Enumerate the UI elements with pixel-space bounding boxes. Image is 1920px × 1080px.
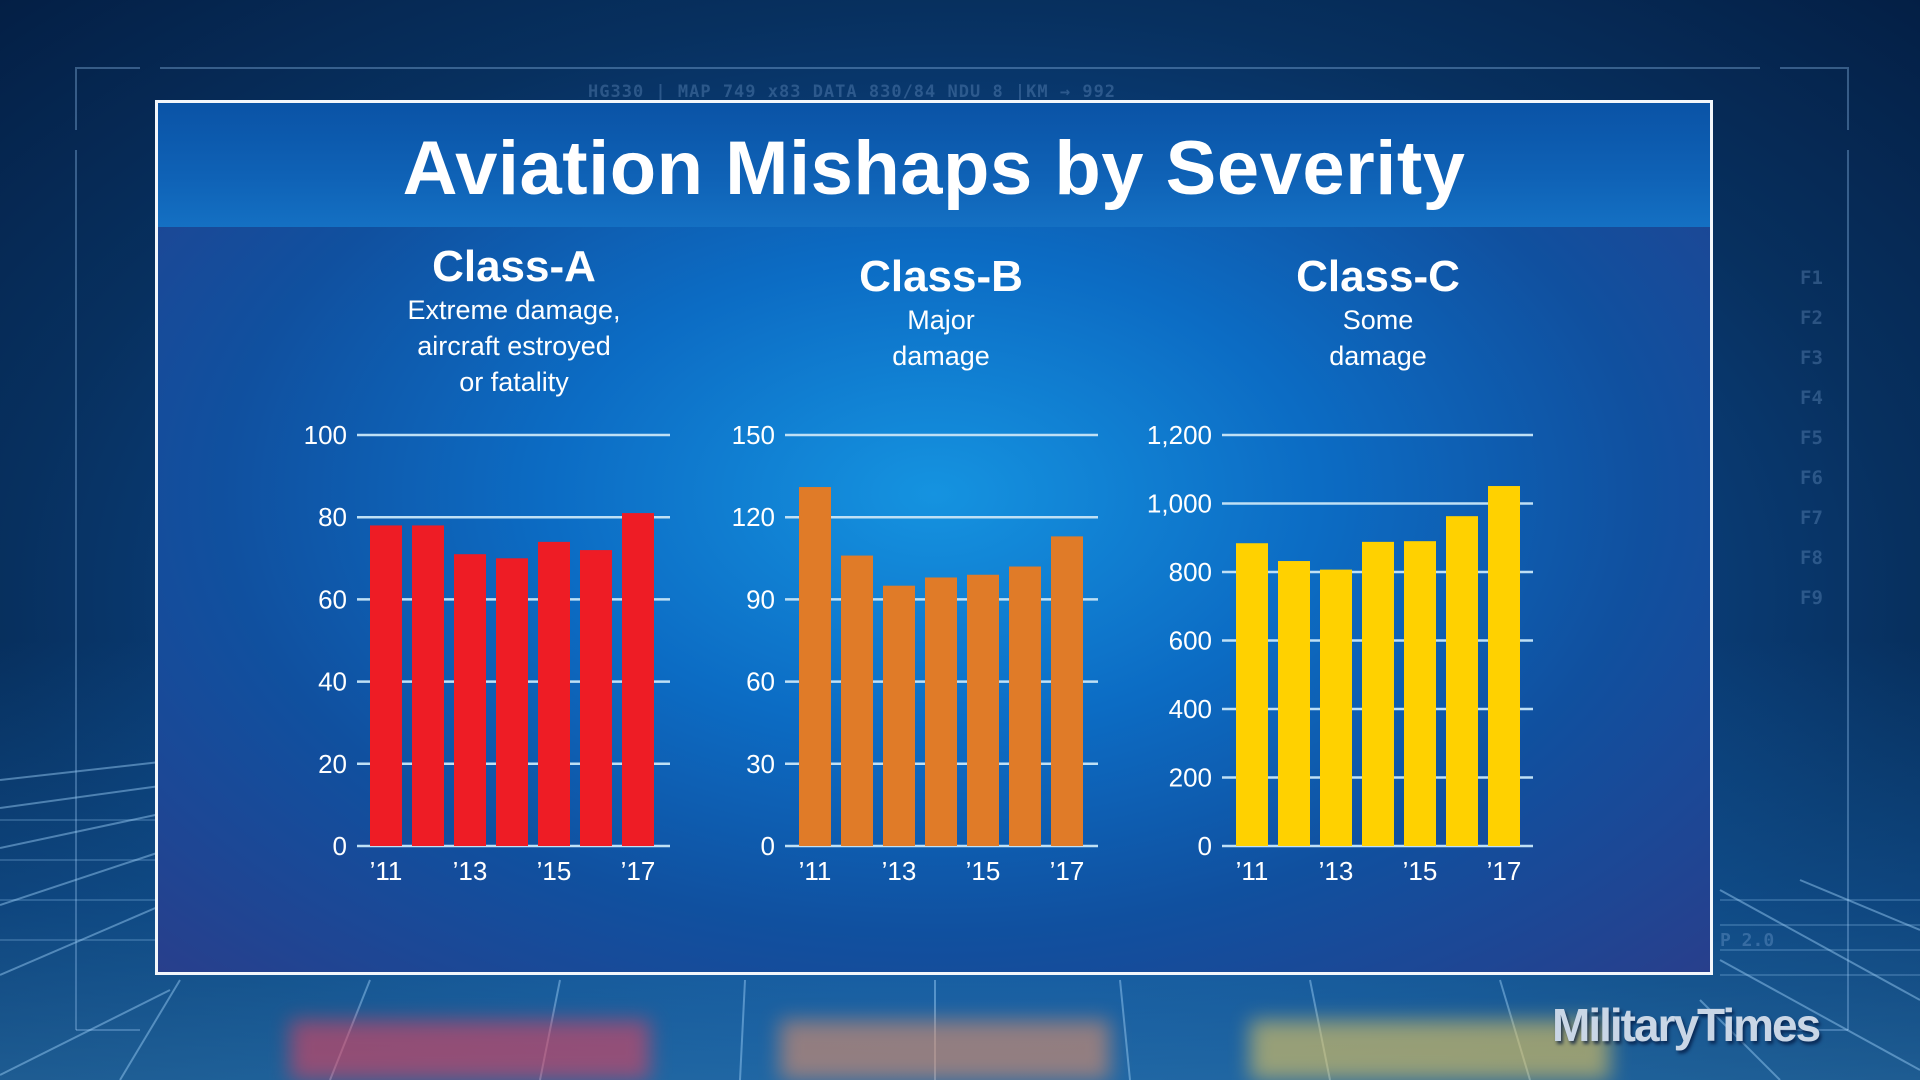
class-b-header: Class-B Major damage: [731, 252, 1151, 374]
class-c-bar: [1362, 541, 1394, 846]
class-c-subtitle-line: damage: [1329, 341, 1427, 371]
class-a-subtitle-line: Extreme damage,: [407, 295, 621, 325]
page-title: Aviation Mishaps by Severity: [402, 126, 1466, 211]
class-b-subtitle-line: damage: [892, 341, 990, 371]
class-a-bar: [496, 558, 528, 846]
class-b-x-tick-label: ’13: [882, 856, 917, 886]
class-b-x-tick-label: ’17: [1050, 856, 1085, 886]
class-c-y-tick-label: 0: [1198, 831, 1212, 861]
reflection-class-b: [780, 1020, 1110, 1080]
f-key-label: F2: [1800, 307, 1823, 329]
class-c-bar: [1278, 561, 1310, 846]
class-c-x-tick-label: ’15: [1403, 856, 1438, 886]
class-a-x-tick-label: ’15: [537, 856, 572, 886]
f-key-label: F4: [1800, 387, 1823, 409]
class-a-y-tick-label: 100: [304, 420, 347, 450]
class-a-bar: [454, 554, 486, 846]
f-key-label: F8: [1800, 547, 1823, 569]
class-a-x-tick-label: ’17: [621, 856, 656, 886]
class-a-y-tick-label: 40: [318, 667, 347, 697]
panel-header: Aviation Mishaps by Severity: [158, 103, 1710, 227]
class-b-bar: [967, 574, 999, 846]
f-key-label: F3: [1800, 347, 1823, 369]
class-c-x-tick-label: ’17: [1487, 856, 1522, 886]
class-a-title: Class-A: [432, 242, 596, 291]
class-c-x-tick-label: ’13: [1319, 856, 1354, 886]
class-c-y-tick-label: 400: [1169, 694, 1212, 724]
class-a-bar: [622, 513, 654, 846]
class-b-x-tick-label: ’11: [799, 856, 832, 886]
class-c-header: Class-C Some damage: [1168, 252, 1588, 374]
class-a-x-tick-label: ’13: [453, 856, 488, 886]
class-a-y-tick-label: 0: [333, 831, 347, 861]
class-c-y-tick-label: 200: [1169, 763, 1212, 793]
class-b-title: Class-B: [859, 252, 1023, 301]
class-b-bar: [883, 585, 915, 846]
class-b-y-tick-label: 90: [746, 584, 775, 614]
class-a-y-tick-label: 80: [318, 502, 347, 532]
class-b-x-tick-label: ’15: [966, 856, 1001, 886]
class-a-subtitle-line: or fatality: [459, 367, 569, 397]
class-b-subtitle-line: Major: [907, 305, 975, 335]
class-c-title: Class-C: [1296, 252, 1460, 301]
military-times-logo: MilitaryTimes: [1552, 999, 1821, 1051]
class-c-x-tick-label: ’11: [1236, 856, 1269, 886]
class-b-y-tick-label: 120: [732, 502, 775, 532]
f-key-label: F6: [1800, 467, 1823, 489]
class-c-bar: [1404, 541, 1436, 846]
f-key-label: F5: [1800, 427, 1823, 449]
class-c-bar: [1488, 486, 1520, 846]
class-b-bar: [1051, 536, 1083, 846]
class-a-header: Class-A Extreme damage, aircraft estroye…: [304, 242, 724, 400]
class-b-y-tick-label: 0: [761, 831, 775, 861]
class-a-bar: [412, 525, 444, 846]
class-a-y-tick-label: 20: [318, 749, 347, 779]
reflection-class-c: [1250, 1020, 1610, 1080]
class-c-y-tick-label: 800: [1169, 557, 1212, 587]
class-b-bar: [925, 577, 957, 846]
class-a-bar: [370, 525, 402, 846]
class-a-x-tick-label: ’11: [370, 856, 403, 886]
class-b-y-tick-label: 60: [746, 667, 775, 697]
class-c-bar: [1320, 569, 1352, 846]
class-c-y-tick-label: 600: [1169, 626, 1212, 656]
f-key-label: F9: [1800, 587, 1823, 609]
reflection-class-a: [290, 1020, 650, 1080]
class-a-y-tick-label: 60: [318, 584, 347, 614]
function-key-labels: F1 F2 F3 F4 F5 F6 F7 F8 F9: [1800, 258, 1823, 618]
class-a-bar: [538, 541, 570, 846]
f-key-label: F1: [1800, 267, 1823, 289]
class-c-y-tick-label: 1,000: [1147, 489, 1212, 519]
class-c-subtitle-line: Some: [1342, 305, 1414, 335]
class-b-bar: [1009, 566, 1041, 846]
f-key-label: F7: [1800, 507, 1823, 529]
class-a-subtitle-line: aircraft estroyed: [417, 331, 611, 361]
class-c-bar: [1236, 543, 1268, 846]
class-b-bar: [799, 487, 831, 846]
class-c-y-tick-label: 1,200: [1147, 420, 1212, 450]
class-b-bar: [841, 555, 873, 846]
hud-corner-text: P 2.0: [1720, 930, 1775, 951]
class-c-bar: [1446, 516, 1478, 846]
class-b-y-tick-label: 30: [746, 749, 775, 779]
class-b-y-tick-label: 150: [732, 420, 775, 450]
class-a-bar: [580, 550, 612, 846]
hud-status-text: HG330 | MAP 749 x83 DATA 830/84 NDU 8 |K…: [588, 82, 1117, 102]
